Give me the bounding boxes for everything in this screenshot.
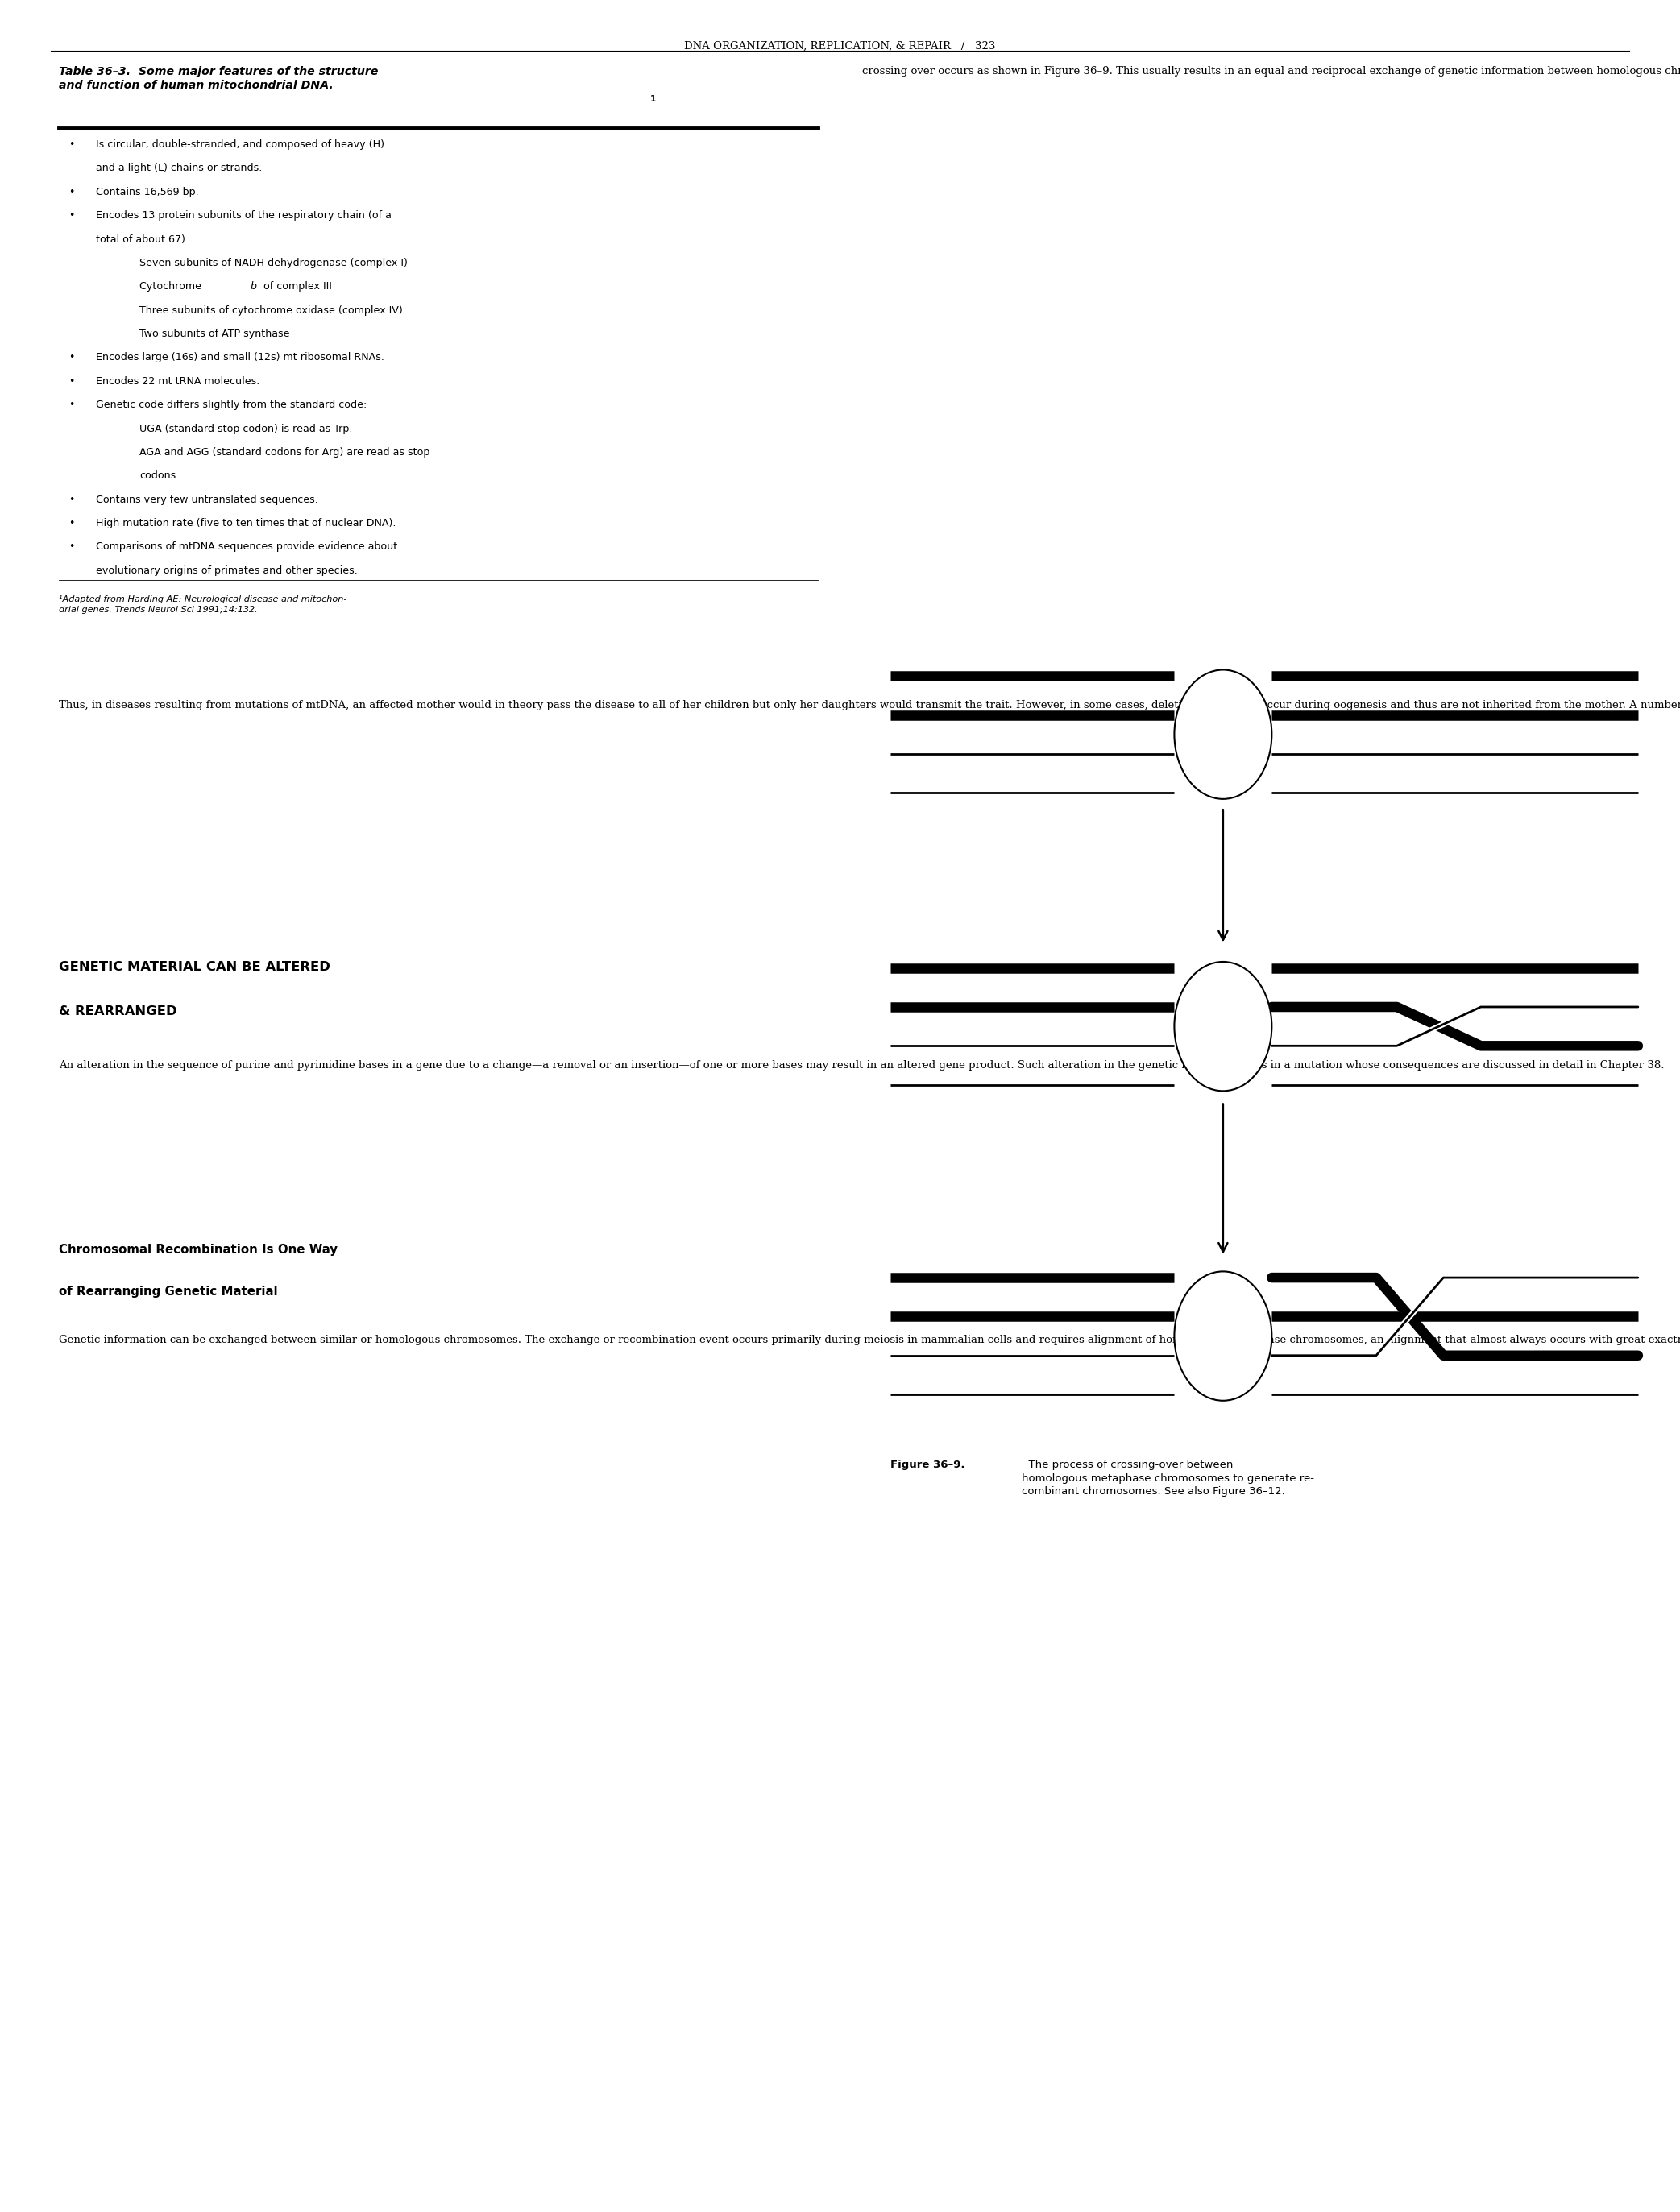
Text: Two subunits of ATP synthase: Two subunits of ATP synthase xyxy=(139,330,289,338)
Text: An alteration in the sequence of purine and pyrimidine bases in a gene due to a : An alteration in the sequence of purine … xyxy=(59,1060,1665,1071)
Text: AGA and AGG (standard codons for Arg) are read as stop: AGA and AGG (standard codons for Arg) ar… xyxy=(139,447,430,458)
Text: Encodes 22 mt tRNA molecules.: Encodes 22 mt tRNA molecules. xyxy=(96,376,259,387)
Text: DNA ORGANIZATION, REPLICATION, & REPAIR   /   323: DNA ORGANIZATION, REPLICATION, & REPAIR … xyxy=(684,40,996,51)
Text: GENETIC MATERIAL CAN BE ALTERED: GENETIC MATERIAL CAN BE ALTERED xyxy=(59,960,331,973)
Text: •: • xyxy=(69,376,76,387)
Text: Encodes large (16s) and small (12s) mt ribosomal RNAs.: Encodes large (16s) and small (12s) mt r… xyxy=(96,352,385,363)
Text: evolutionary origins of primates and other species.: evolutionary origins of primates and oth… xyxy=(96,566,358,575)
Text: •: • xyxy=(69,186,76,197)
Text: Table 36–3.  Some major features of the structure
and function of human mitochon: Table 36–3. Some major features of the s… xyxy=(59,66,378,91)
Text: Is circular, double-stranded, and composed of heavy (H): Is circular, double-stranded, and compos… xyxy=(96,139,385,150)
Text: 1: 1 xyxy=(650,95,655,104)
Text: Comparisons of mtDNA sequences provide evidence about: Comparisons of mtDNA sequences provide e… xyxy=(96,542,396,553)
Text: Contains 16,569 bp.: Contains 16,569 bp. xyxy=(96,186,198,197)
Ellipse shape xyxy=(1174,962,1272,1091)
Text: Chromosomal Recombination Is One Way: Chromosomal Recombination Is One Way xyxy=(59,1243,338,1256)
Ellipse shape xyxy=(1174,1272,1272,1400)
Text: b: b xyxy=(250,281,257,292)
Text: of complex III: of complex III xyxy=(260,281,333,292)
Text: Encodes 13 protein subunits of the respiratory chain (of a: Encodes 13 protein subunits of the respi… xyxy=(96,210,391,221)
Text: ¹Adapted from Harding AE: Neurological disease and mitochon-
drial genes. Trends: ¹Adapted from Harding AE: Neurological d… xyxy=(59,595,346,613)
Text: •: • xyxy=(69,352,76,363)
Text: High mutation rate (five to ten times that of nuclear DNA).: High mutation rate (five to ten times th… xyxy=(96,518,396,529)
Text: crossing over occurs as shown in Figure 36–9. This usually results in an equal a: crossing over occurs as shown in Figure … xyxy=(862,66,1680,77)
Text: & REARRANGED: & REARRANGED xyxy=(59,1004,176,1018)
Text: •: • xyxy=(69,210,76,221)
Text: •: • xyxy=(69,400,76,409)
Text: •: • xyxy=(69,518,76,529)
Text: Contains very few untranslated sequences.: Contains very few untranslated sequences… xyxy=(96,495,318,504)
Text: total of about 67):: total of about 67): xyxy=(96,234,188,246)
Text: The process of crossing-over between
homologous metaphase chromosomes to generat: The process of crossing-over between hom… xyxy=(1021,1460,1314,1498)
Text: •: • xyxy=(69,139,76,150)
Text: and a light (L) chains or strands.: and a light (L) chains or strands. xyxy=(96,164,262,173)
Text: Genetic information can be exchanged between similar or homologous chromosomes. : Genetic information can be exchanged bet… xyxy=(59,1334,1680,1345)
Text: Three subunits of cytochrome oxidase (complex IV): Three subunits of cytochrome oxidase (co… xyxy=(139,305,403,316)
Text: Seven subunits of NADH dehydrogenase (complex I): Seven subunits of NADH dehydrogenase (co… xyxy=(139,259,408,268)
Text: •: • xyxy=(69,495,76,504)
Text: UGA (standard stop codon) is read as Trp.: UGA (standard stop codon) is read as Trp… xyxy=(139,422,353,434)
Text: Figure 36–9.: Figure 36–9. xyxy=(890,1460,964,1471)
Text: codons.: codons. xyxy=(139,471,180,482)
Text: Thus, in diseases resulting from mutations of mtDNA, an affected mother would in: Thus, in diseases resulting from mutatio… xyxy=(59,699,1680,710)
Text: •: • xyxy=(69,542,76,553)
Text: Cytochrome: Cytochrome xyxy=(139,281,205,292)
Ellipse shape xyxy=(1174,670,1272,799)
Text: Genetic code differs slightly from the standard code:: Genetic code differs slightly from the s… xyxy=(96,400,366,409)
Text: of Rearranging Genetic Material: of Rearranging Genetic Material xyxy=(59,1285,277,1298)
